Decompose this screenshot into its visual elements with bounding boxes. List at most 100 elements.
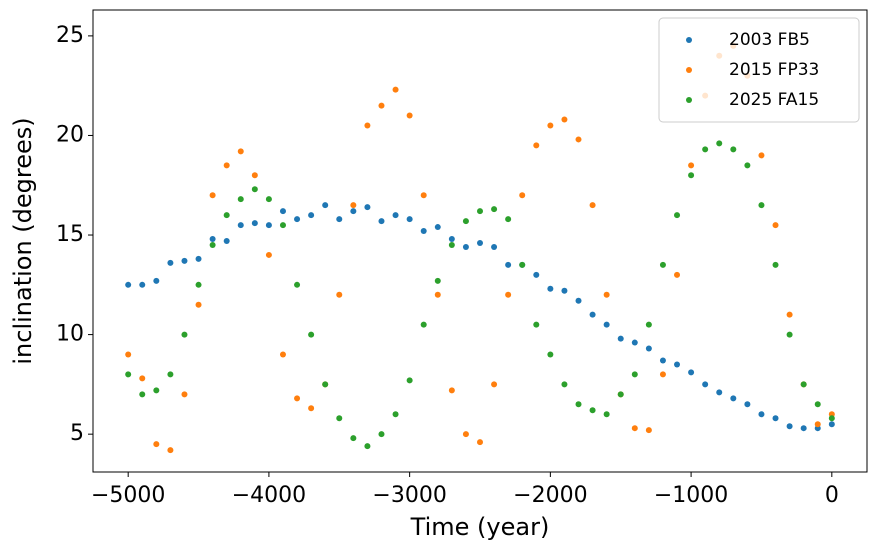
point	[209, 192, 216, 199]
point	[167, 259, 174, 266]
point	[406, 112, 413, 119]
point	[350, 202, 357, 209]
point	[181, 331, 188, 338]
point	[533, 142, 540, 149]
point	[420, 192, 427, 199]
point	[659, 357, 666, 364]
point	[364, 443, 371, 450]
point	[336, 291, 343, 298]
point	[519, 261, 526, 268]
point	[279, 222, 286, 229]
point	[758, 202, 765, 209]
point	[491, 381, 498, 388]
point	[589, 202, 596, 209]
point	[448, 236, 455, 243]
x-tick-label: −3000	[372, 483, 446, 508]
point	[575, 136, 582, 143]
legend-label: 2025 FA15	[729, 90, 819, 110]
y-tick-label: 25	[56, 23, 84, 48]
point	[209, 241, 216, 248]
y-tick-label: 20	[56, 122, 84, 147]
legend-label: 2015 FP33	[729, 60, 819, 80]
y-tick-label: 5	[70, 421, 84, 446]
point	[462, 218, 469, 225]
point	[139, 281, 146, 288]
y-tick-label: 10	[56, 322, 84, 347]
point	[533, 321, 540, 328]
point	[167, 447, 174, 454]
x-tick-label: −1000	[654, 483, 728, 508]
point	[153, 277, 160, 284]
point	[702, 381, 709, 388]
legend-marker	[686, 37, 692, 43]
point	[491, 243, 498, 250]
x-tick-label: −5000	[91, 483, 165, 508]
point	[420, 321, 427, 328]
point	[125, 351, 132, 358]
point	[730, 395, 737, 402]
point	[688, 172, 695, 179]
point	[420, 228, 427, 235]
point	[828, 415, 835, 422]
point	[645, 321, 652, 328]
point	[589, 407, 596, 414]
point	[631, 371, 638, 378]
point	[603, 291, 610, 298]
y-tick-label: 15	[56, 222, 84, 247]
x-tick-label: 0	[825, 483, 839, 508]
point	[294, 281, 301, 288]
point	[561, 287, 568, 294]
point	[786, 311, 793, 318]
point	[195, 281, 202, 288]
point	[434, 291, 441, 298]
legend-marker	[686, 67, 692, 73]
point	[828, 421, 835, 428]
point	[308, 331, 315, 338]
point	[491, 206, 498, 213]
point	[434, 224, 441, 231]
point	[505, 291, 512, 298]
point	[547, 351, 554, 358]
point	[265, 222, 272, 229]
point	[772, 415, 779, 422]
point	[392, 411, 399, 418]
point	[659, 371, 666, 378]
y-axis-label: inclination (degrees)	[9, 117, 37, 364]
point	[800, 425, 807, 432]
point	[223, 162, 230, 169]
point	[505, 216, 512, 223]
point	[294, 395, 301, 402]
point	[786, 423, 793, 430]
point	[392, 212, 399, 219]
point	[153, 441, 160, 448]
point	[336, 216, 343, 223]
point	[505, 261, 512, 268]
point	[575, 297, 582, 304]
point	[674, 212, 681, 219]
point	[308, 212, 315, 219]
point	[744, 162, 751, 169]
point	[674, 361, 681, 368]
point	[308, 405, 315, 412]
point	[448, 387, 455, 394]
point	[364, 122, 371, 129]
point	[350, 208, 357, 215]
point	[814, 401, 821, 408]
point	[617, 335, 624, 342]
point	[702, 146, 709, 153]
point	[251, 172, 258, 179]
point	[716, 389, 723, 396]
point	[758, 411, 765, 418]
point	[674, 271, 681, 278]
x-axis-label: Time (year)	[410, 513, 550, 541]
point	[477, 439, 483, 446]
point	[547, 285, 554, 292]
point	[223, 212, 230, 219]
point	[533, 271, 540, 278]
point	[561, 116, 568, 123]
point	[139, 375, 146, 382]
point	[547, 122, 554, 129]
point	[617, 391, 624, 398]
point	[350, 435, 357, 442]
